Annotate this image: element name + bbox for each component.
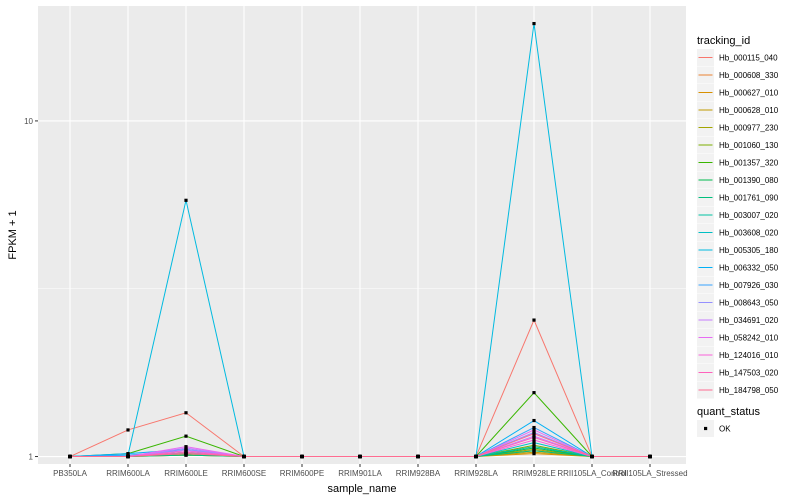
x-tick-label: RRII105LA_Stressed <box>612 469 687 478</box>
data-point <box>416 454 420 459</box>
legend-label: Hb_001357_320 <box>719 159 779 168</box>
legend-label: Hb_000627_010 <box>719 89 779 98</box>
data-point <box>532 425 536 430</box>
legend-label: Hb_000628_010 <box>719 106 779 115</box>
legend-label: Hb_000115_040 <box>719 54 778 63</box>
data-point <box>184 411 188 415</box>
legend-label: Hb_000977_230 <box>719 124 779 133</box>
x-tick-label: RRIM600LA <box>106 469 150 478</box>
x-axis-title: sample_name <box>327 483 396 495</box>
legend-items: Hb_000115_040 Hb_000608_330 Hb_000627_010 H… <box>697 49 779 399</box>
legend-label: Hb_001761_090 <box>719 194 779 203</box>
legend-label: Hb_007926_030 <box>719 281 779 290</box>
x-tick-label: RRIM600PE <box>280 469 324 478</box>
data-point <box>532 438 536 442</box>
data-point <box>590 454 594 459</box>
y-tick-label: 10 <box>24 117 33 126</box>
data-point <box>68 454 72 459</box>
shape-legend-items: OK <box>697 420 731 437</box>
series-points <box>68 21 652 459</box>
shape-legend-marker <box>704 426 708 431</box>
legend-label: Hb_147503_020 <box>719 369 779 378</box>
data-point <box>532 435 536 440</box>
grid-major <box>38 6 686 464</box>
data-point <box>358 454 362 459</box>
x-tick-label: RRIM928LE <box>512 469 556 478</box>
data-point <box>532 318 536 322</box>
legend-label: Hb_000608_330 <box>719 71 779 80</box>
x-tick-label: RRIM901LA <box>338 469 382 478</box>
y-axis: 1 10 <box>24 117 38 462</box>
data-point <box>532 391 536 395</box>
data-point <box>126 454 130 459</box>
legend-label: Hb_005305_180 <box>719 246 779 255</box>
plot-panel <box>38 6 686 464</box>
data-point <box>242 454 246 459</box>
x-tick-label: RRIM600LE <box>164 469 208 478</box>
data-point <box>184 198 188 202</box>
x-tick-label: RRIM600SE <box>222 469 266 478</box>
legend-label: Hb_184798_050 <box>719 386 779 395</box>
data-point <box>532 449 536 453</box>
data-point <box>126 428 130 432</box>
x-axis: PB350LA RRIM600LA RRIM600LE RRIM600SE RRIM60… <box>53 464 688 478</box>
x-tick-label: RRII105LA_Control <box>557 469 627 478</box>
legend-title: tracking_id <box>697 35 750 47</box>
data-point <box>532 418 536 423</box>
x-tick-label: PB350LA <box>53 469 87 478</box>
shape-legend-title: quant_status <box>697 406 760 418</box>
legend-label: Hb_001390_080 <box>719 176 779 185</box>
data-point <box>474 454 478 459</box>
data-point <box>532 21 536 26</box>
legend-label: Hb_003608_020 <box>719 229 779 238</box>
data-point <box>184 434 188 438</box>
y-tick-label: 1 <box>29 453 34 462</box>
legend-label: Hb_008643_050 <box>719 299 779 308</box>
data-point <box>532 441 536 445</box>
legend-label: Hb_003007_020 <box>719 211 779 220</box>
data-point <box>532 428 536 432</box>
data-point <box>532 432 536 436</box>
data-point <box>648 454 652 459</box>
y-axis-title: FPKM + 1 <box>7 210 19 259</box>
data-point <box>184 445 188 449</box>
legend-label: Hb_034691_020 <box>719 316 779 325</box>
legend: tracking_id Hb_000115_040Hb_000608_330Hb… <box>697 35 779 437</box>
data-point <box>300 454 304 459</box>
legend-label: Hb_124016_010 <box>719 351 779 360</box>
data-point <box>532 445 536 449</box>
legend-label: Hb_001060_130 <box>719 141 779 150</box>
legend-label: Hb_006332_050 <box>719 264 779 273</box>
legend-label: Hb_058242_010 <box>719 334 779 343</box>
shape-legend-label: OK <box>719 425 731 434</box>
data-point <box>184 452 188 456</box>
x-tick-label: RRIM928LA <box>454 469 498 478</box>
x-tick-label: RRIM928BA <box>396 469 441 478</box>
